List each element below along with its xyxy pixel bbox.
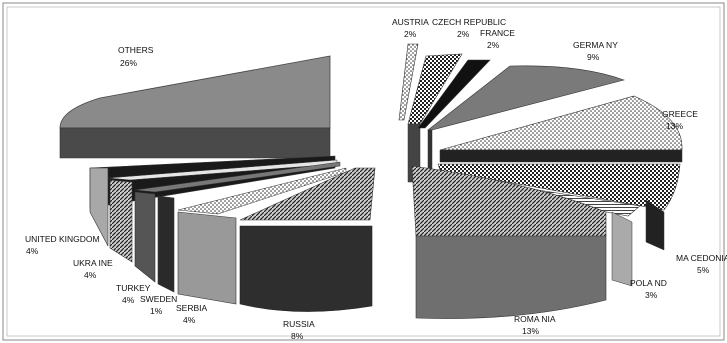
slice-germany [427, 65, 626, 131]
slice-russia-face [239, 225, 373, 312]
slice-romania [411, 165, 607, 237]
slice-serbia [177, 167, 347, 215]
slice-romania-face [415, 235, 607, 319]
label-united-kingdom: UNITED KINGDOM [25, 234, 100, 244]
value-serbia: 4% [183, 315, 196, 325]
label-czech-republic: CZECH REPUBLIC [432, 17, 506, 27]
label-turkey: TURKEY [116, 283, 151, 293]
slice-labels: AUSTRIA 2% CZECH REPUBLIC 2% FRANCE 2% G… [25, 17, 727, 341]
value-greece: 13% [666, 121, 683, 131]
value-romania: 13% [522, 326, 539, 336]
slice-poland-face [611, 211, 633, 287]
slice-ukraine-face [109, 179, 133, 263]
value-macedonia: 5% [697, 265, 710, 275]
value-germany: 9% [587, 52, 600, 62]
label-germany: GERMA NY [573, 40, 618, 50]
slice-austria [398, 43, 419, 121]
label-greece: GREECE [662, 109, 698, 119]
slice-russia [239, 167, 376, 221]
label-romania: ROMA NIA [514, 314, 556, 324]
value-poland: 3% [645, 290, 658, 300]
label-serbia: SERBIA [176, 303, 208, 313]
value-united-kingdom: 4% [26, 246, 39, 256]
value-france: 2% [487, 40, 500, 50]
label-russia: RUSSIA [283, 319, 315, 329]
slice-macedonia-face [645, 199, 665, 251]
label-sweden: SWEDEN [140, 294, 177, 304]
slice-greece-side [439, 149, 683, 163]
slice-united-kingdom-face [89, 167, 109, 247]
slice-turkey-face [134, 191, 156, 283]
value-ukraine: 4% [84, 270, 97, 280]
label-macedonia: MA CEDONIA [676, 253, 727, 263]
slice-sweden-face [157, 195, 175, 293]
slice-others-side [59, 127, 331, 159]
slice-turkey [134, 161, 341, 193]
value-turkey: 4% [122, 295, 135, 305]
value-others: 26% [120, 58, 137, 68]
plot-area-border [6, 6, 721, 337]
value-austria: 2% [404, 29, 417, 39]
label-poland: POLA ND [630, 278, 667, 288]
left-pie-group [59, 55, 376, 312]
label-france: FRANCE [480, 28, 515, 38]
value-sweden: 1% [150, 306, 163, 316]
right-pie-group [398, 43, 683, 319]
value-russia: 8% [291, 331, 304, 341]
slice-serbia-face [177, 211, 237, 305]
label-others: OTHERS [118, 45, 154, 55]
slice-macedonia [437, 163, 681, 211]
slice-france [417, 59, 491, 129]
label-ukraine: UKRA INE [73, 258, 113, 268]
label-austria: AUSTRIA [392, 17, 429, 27]
value-czech-republic: 2% [457, 29, 470, 39]
